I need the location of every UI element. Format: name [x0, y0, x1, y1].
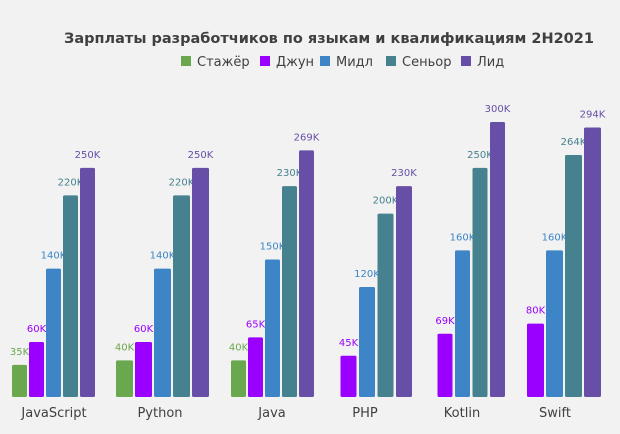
x-tick-label: Swift: [539, 406, 571, 421]
legend-swatch-0: [181, 56, 191, 66]
bar-php-3: [377, 213, 394, 397]
data-label: 35K: [10, 347, 30, 358]
data-label: 294K: [580, 110, 606, 121]
bar-javascript-0: [12, 364, 27, 397]
data-label: 220K: [58, 177, 84, 188]
legend-swatch-1: [260, 56, 270, 66]
bar-python-3: [173, 195, 190, 397]
bar-swift-3: [565, 155, 582, 397]
x-axis-ticks: JavaScript Python Java PHP Kotlin Swift: [20, 406, 571, 421]
bar-python-4: [192, 167, 209, 397]
bar-python-0: [116, 360, 133, 397]
x-tick-label: Java: [257, 406, 285, 421]
data-label: 160K: [450, 232, 476, 243]
data-label: 80K: [526, 306, 546, 317]
data-label: 140K: [150, 251, 176, 262]
bar-javascript-3: [63, 195, 78, 397]
bar-php-2: [359, 287, 375, 397]
legend-swatch-2: [320, 56, 330, 66]
legend-swatch-3: [386, 56, 396, 66]
chart-title: Зарплаты разработчиков по языкам и квали…: [64, 31, 594, 47]
data-label: 60K: [134, 324, 154, 335]
bar-java-3: [282, 186, 297, 397]
data-label: 69K: [435, 316, 455, 327]
data-label: 40K: [229, 342, 249, 353]
data-label: 264K: [561, 137, 587, 148]
data-label: 200K: [373, 196, 399, 207]
data-label: 40K: [115, 342, 135, 353]
data-label: 45K: [339, 338, 359, 349]
bar-java-0: [231, 360, 246, 397]
x-tick-label: Kotlin: [444, 406, 480, 421]
legend: Стажёр Джун Мидл Сеньор Лид: [181, 55, 504, 70]
data-label: 230K: [391, 168, 417, 179]
x-tick-label: JavaScript: [20, 406, 86, 421]
x-tick-label: Python: [137, 406, 182, 421]
data-label: 60K: [27, 324, 47, 335]
legend-swatch-4: [461, 56, 471, 66]
data-label: 300K: [485, 104, 511, 115]
bar-java-4: [299, 150, 314, 397]
bar-kotlin-4: [490, 122, 505, 397]
data-label: 269K: [294, 132, 320, 143]
data-label: 120K: [354, 269, 380, 280]
bar-java-1: [248, 337, 263, 397]
bar-php-1: [340, 355, 357, 397]
data-label: 250K: [75, 150, 101, 161]
bar-python-1: [135, 342, 152, 397]
data-label: 220K: [169, 177, 195, 188]
data-label: 250K: [467, 150, 493, 161]
data-label: 160K: [542, 232, 568, 243]
legend-label[interactable]: Мидл: [336, 55, 373, 70]
data-label: 250K: [188, 150, 214, 161]
bar-javascript-1: [29, 342, 44, 397]
bar-kotlin-3: [472, 167, 488, 397]
legend-label[interactable]: Стажёр: [197, 55, 250, 70]
bar-kotlin-2: [455, 250, 470, 397]
bars: 35K 60K 140K 220K 250K 40K 60K 140K 220K 250K 40K 6…: [10, 104, 606, 397]
bar-swift-2: [546, 250, 563, 397]
legend-label[interactable]: Сеньор: [402, 55, 451, 70]
bar-php-4: [396, 186, 412, 397]
bar-java-2: [265, 259, 280, 397]
bar-python-2: [154, 268, 171, 397]
legend-label[interactable]: Лид: [477, 55, 504, 70]
bar-javascript-4: [80, 167, 95, 397]
bar-kotlin-1: [437, 333, 453, 397]
data-label: 65K: [246, 319, 266, 330]
bar-swift-1: [527, 323, 544, 397]
data-label: 140K: [41, 251, 67, 262]
x-tick-label: PHP: [352, 406, 378, 421]
bar-javascript-2: [46, 268, 61, 397]
bar-swift-4: [584, 127, 601, 397]
legend-label[interactable]: Джун: [276, 55, 314, 70]
data-label: 150K: [260, 242, 286, 253]
data-label: 230K: [277, 168, 303, 179]
